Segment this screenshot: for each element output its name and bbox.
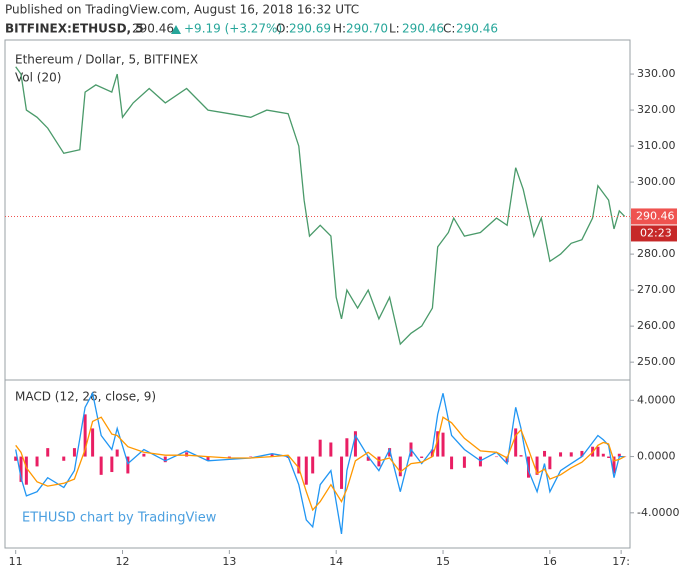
y-tick-label: 250.00: [637, 355, 676, 368]
histogram-bar: [535, 456, 539, 475]
histogram-bar: [19, 456, 23, 482]
ohlc-value: 290.69: [289, 22, 331, 36]
histogram-bar: [163, 456, 167, 463]
x-tick-label: 15: [436, 555, 450, 568]
histogram-bar: [24, 456, 28, 485]
histogram-bar: [297, 456, 301, 474]
histogram-bar: [436, 431, 440, 457]
ohlc-label: L:: [389, 22, 400, 36]
histogram-bar: [345, 438, 349, 457]
series-line: [15, 66, 626, 346]
histogram-bar: [494, 456, 498, 458]
histogram-bar: [441, 432, 445, 457]
histogram-bar: [462, 456, 466, 468]
price: 290.46: [132, 22, 174, 36]
histogram-bar: [366, 456, 370, 461]
x-tick-label: 16: [543, 555, 557, 568]
histogram-bar: [601, 453, 605, 457]
ohlc-label: C:: [443, 22, 455, 36]
y-tick-label: 320.00: [637, 103, 676, 116]
y-tick-label: 310.00: [637, 139, 676, 152]
histogram-bar: [559, 452, 563, 457]
last-price-label: 290.46: [636, 209, 675, 222]
series-line: [15, 391, 625, 535]
ohlc-label: H:: [333, 22, 346, 36]
ohlc-value: 290.46: [456, 22, 498, 36]
y-tick-label: 280.00: [637, 247, 676, 260]
last-price-box: [631, 208, 677, 225]
y-tick-label: 300.00: [637, 175, 676, 188]
change: +9.19 (+3.27%): [184, 22, 282, 36]
histogram-bar: [519, 455, 523, 457]
histogram-bar: [420, 456, 424, 458]
histogram-bar: [304, 456, 308, 485]
histogram-bar: [270, 453, 274, 457]
macd-panel: [4, 379, 631, 549]
y-tick-label: 330.00: [637, 67, 676, 80]
macd-title: MACD (12, 26, close, 9): [15, 390, 156, 404]
y-tick-label: 0.0000: [637, 450, 676, 463]
histogram-bar: [62, 456, 66, 461]
histogram-bar: [450, 456, 454, 470]
series-line: [15, 416, 625, 512]
ohlc-value: 290.46: [402, 22, 444, 36]
ohlc-value: 290.70: [346, 22, 388, 36]
y-tick-label: 260.00: [637, 319, 676, 332]
histogram-bar: [318, 439, 322, 457]
ohlc-label: O:: [276, 22, 289, 36]
histogram-bar: [607, 456, 611, 458]
histogram-bar: [206, 456, 210, 461]
histogram-bar: [596, 446, 600, 457]
histogram-bar: [580, 450, 584, 457]
x-tick-label: 17:: [612, 555, 630, 568]
histogram-bar: [514, 428, 518, 457]
x-tick-label: 11: [9, 555, 23, 568]
histogram-bar: [430, 449, 434, 457]
published-note: Published on TradingView.com, August 16,…: [5, 3, 359, 17]
y-tick-label: -4.0000: [637, 506, 679, 519]
histogram-bar: [569, 452, 573, 457]
histogram-bar: [72, 448, 76, 457]
histogram-bar: [142, 453, 146, 457]
symbol: BITFINEX:ETHUSD, 5: [5, 22, 144, 36]
histogram-bar: [353, 431, 357, 457]
countdown: 02:23: [640, 226, 672, 239]
histogram-bar: [398, 456, 402, 477]
histogram-bar: [311, 456, 315, 474]
histogram-bar: [340, 456, 344, 489]
y-tick-label: 4.0000: [637, 393, 676, 406]
histogram-bar: [185, 452, 189, 457]
histogram-bar: [329, 442, 333, 457]
y-tick-label: 270.00: [637, 283, 676, 296]
histogram-bar: [377, 456, 381, 467]
x-tick-label: 12: [116, 555, 130, 568]
histogram-bar: [548, 456, 552, 470]
histogram-bar: [115, 449, 119, 457]
countdown-box: [631, 225, 677, 242]
histogram-bar: [91, 428, 95, 457]
histogram-bar: [46, 448, 50, 457]
watermark: ETHUSD chart by TradingView: [22, 511, 217, 526]
histogram-bar: [617, 453, 621, 457]
histogram-bar: [543, 450, 547, 457]
up-arrow: [171, 25, 181, 34]
x-tick-label: 14: [329, 555, 343, 568]
histogram-bar: [249, 456, 253, 458]
histogram-bar: [612, 456, 616, 474]
histogram-bar: [388, 448, 392, 457]
histogram-bar: [83, 414, 87, 457]
volume-label: Vol (20): [15, 71, 61, 85]
histogram-bar: [110, 456, 114, 473]
x-tick-label: 13: [222, 555, 236, 568]
histogram-bar: [35, 456, 39, 467]
histogram-bar: [99, 456, 103, 475]
histogram-bar: [126, 456, 130, 474]
histogram-bar: [227, 456, 231, 458]
histogram-bar: [14, 456, 18, 461]
price-title: Ethereum / Dollar, 5, BITFINEX: [15, 53, 198, 67]
